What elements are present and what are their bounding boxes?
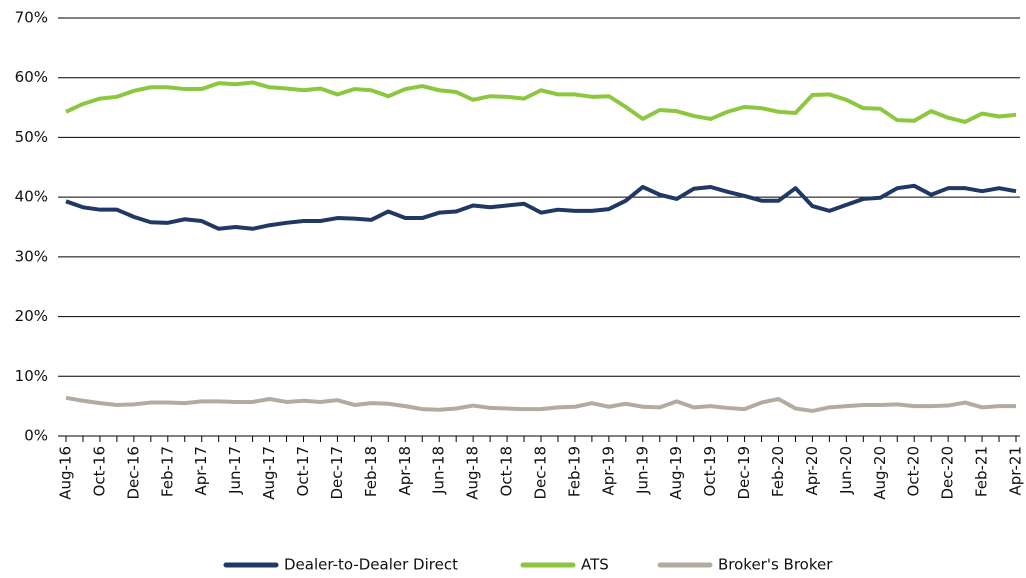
y-tick-label: 10% — [15, 367, 48, 385]
x-tick-label: Aug-19 — [667, 446, 685, 500]
y-tick-label: 0% — [24, 427, 48, 445]
x-tick-label: Aug-20 — [871, 446, 889, 500]
x-tick-label: Dec-19 — [735, 446, 753, 500]
x-tick-label: Aug-16 — [57, 446, 75, 500]
x-tick-label: Oct-18 — [498, 446, 516, 496]
x-tick-label: Aug-17 — [260, 446, 278, 500]
y-tick-label: 40% — [15, 188, 48, 206]
legend-label: Broker's Broker — [718, 556, 833, 574]
x-tick-label: Apr-17 — [192, 446, 210, 496]
legend-label: ATS — [581, 556, 609, 574]
x-tick-label: Oct-17 — [294, 446, 312, 496]
x-tick-label: Dec-16 — [124, 446, 142, 500]
x-tick-label: Oct-19 — [701, 446, 719, 496]
x-tick-label: Feb-17 — [158, 446, 176, 497]
x-tick-label: Feb-21 — [973, 446, 991, 497]
y-tick-label: 60% — [15, 68, 48, 86]
x-tick-label: Apr-21 — [1007, 446, 1025, 496]
legend-label: Dealer-to-Dealer Direct — [284, 556, 458, 574]
x-tick-label: Jun-19 — [633, 446, 651, 495]
series-line — [65, 395, 1016, 413]
x-tick-label: Jun-18 — [430, 446, 448, 495]
y-tick-label: 50% — [15, 128, 48, 146]
y-tick-label: 20% — [15, 307, 48, 325]
x-tick-label: Feb-20 — [769, 446, 787, 497]
series-line — [65, 183, 1017, 231]
x-tick-label: Oct-20 — [905, 446, 923, 496]
x-tick-label: Dec-17 — [328, 446, 346, 500]
x-tick-label: Dec-20 — [939, 446, 957, 500]
series-line — [65, 80, 1017, 124]
x-tick-label: Apr-20 — [803, 446, 821, 496]
x-tick-label: Apr-18 — [396, 446, 414, 496]
x-tick-label: Oct-16 — [90, 446, 108, 496]
y-tick-label: 30% — [15, 247, 48, 265]
x-tick-label: Feb-18 — [362, 446, 380, 497]
x-tick-label: Jun-20 — [837, 446, 855, 495]
x-tick-label: Dec-18 — [532, 446, 550, 500]
x-tick-label: Aug-18 — [464, 446, 482, 500]
x-tick-label: Feb-19 — [565, 446, 583, 497]
x-tick-label: Jun-17 — [226, 446, 244, 495]
x-tick-label: Apr-19 — [599, 446, 617, 496]
y-tick-label: 70% — [15, 9, 48, 27]
